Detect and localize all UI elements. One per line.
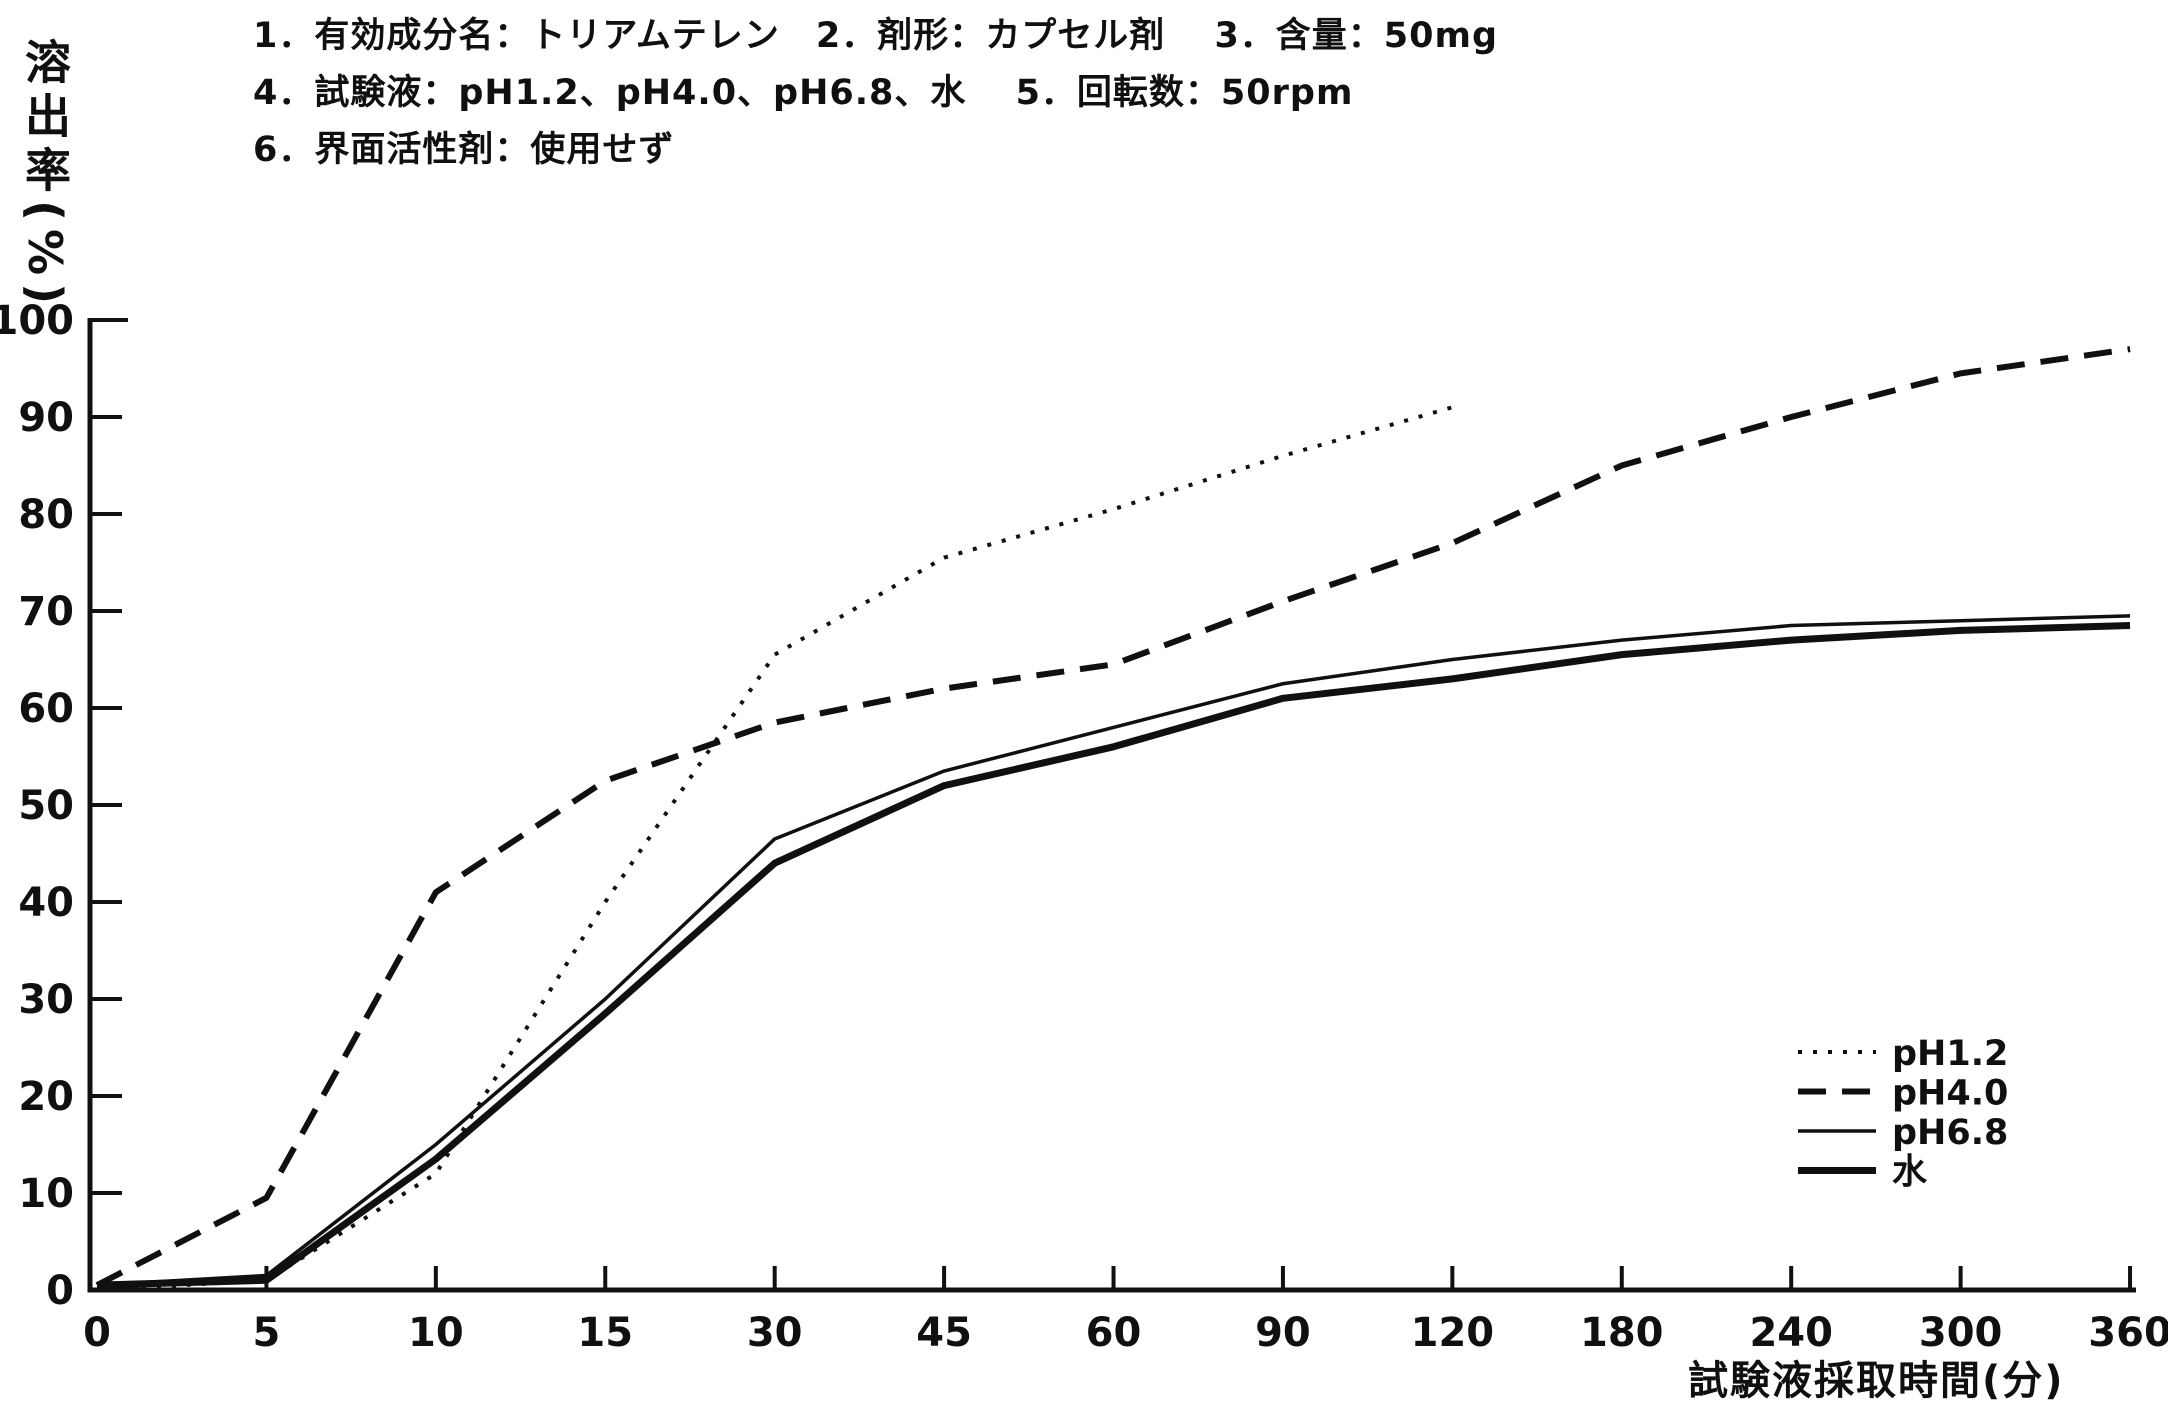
legend-label-pH6.8: pH6.8 <box>1892 1113 2008 1153</box>
series-水 <box>96 622 2131 1289</box>
x-tick-label-15: 15 <box>577 1310 633 1356</box>
y-tick-label-80: 80 <box>18 492 74 538</box>
x-tick-label-5: 5 <box>252 1310 280 1356</box>
y-tick-label-20: 20 <box>18 1074 74 1120</box>
test-conditions: 1．有効成分名：トリアムテレン 2．剤形：カプセル剤 3．含量：50mg 4．試… <box>253 8 1498 179</box>
x-tick-label-10: 10 <box>408 1310 464 1356</box>
x-tick-label-120: 120 <box>1411 1310 1495 1356</box>
legend-label-pH1.2: pH1.2 <box>1892 1034 2008 1074</box>
condition-line-2: 4．試験液：pH1.2、pH4.0、pH6.8、水 5．回転数：50rpm <box>253 73 1354 113</box>
legend-label-水: 水 <box>1892 1153 1928 1193</box>
y-tick-label-30: 30 <box>18 977 74 1023</box>
y-tick-label-60: 60 <box>18 686 74 732</box>
y-tick-label-40: 40 <box>18 880 74 926</box>
y-tick-label-70: 70 <box>18 589 74 635</box>
x-tick-label-60: 60 <box>1086 1310 1142 1356</box>
condition-line-1: 1．有効成分名：トリアムテレン 2．剤形：カプセル剤 3．含量：50mg <box>253 16 1499 56</box>
legend-label-pH4.0: pH4.0 <box>1892 1074 2008 1114</box>
y-tick-label-50: 50 <box>18 783 74 829</box>
y-tick-label-0: 0 <box>46 1268 74 1314</box>
x-axis-title: 試験液採取時間(分) <box>1688 1358 2065 1404</box>
series-pH1.2 <box>96 405 1453 1292</box>
x-tick-label-45: 45 <box>916 1310 972 1356</box>
x-tick-label-360: 360 <box>2088 1310 2168 1356</box>
x-tick-label-300: 300 <box>1919 1310 2003 1356</box>
y-tick-label-90: 90 <box>18 395 74 441</box>
x-tick-label-180: 180 <box>1580 1310 1664 1356</box>
x-tick-label-0: 0 <box>83 1310 111 1356</box>
x-tick-label-240: 240 <box>1749 1310 1833 1356</box>
x-tick-label-30: 30 <box>747 1310 803 1356</box>
x-tick-label-90: 90 <box>1255 1310 1311 1356</box>
y-tick-label-10: 10 <box>18 1171 74 1217</box>
series-pH6.8 <box>96 614 2131 1287</box>
axes-lines <box>87 318 2136 1293</box>
y-axis-title: 溶出率(%) <box>18 38 72 313</box>
condition-line-3: 6．界面活性剤：使用せず <box>253 130 675 170</box>
series-pH4.0 <box>95 346 2131 1288</box>
y-tick-label-100: 100 <box>0 298 74 344</box>
